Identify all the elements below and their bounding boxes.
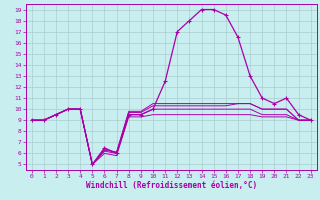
X-axis label: Windchill (Refroidissement éolien,°C): Windchill (Refroidissement éolien,°C): [86, 181, 257, 190]
